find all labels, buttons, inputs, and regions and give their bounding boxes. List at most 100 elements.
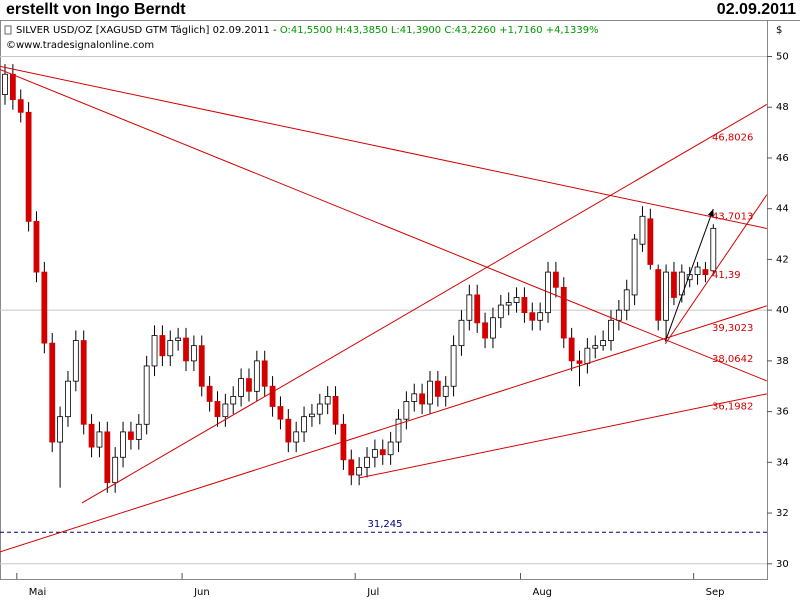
candle-body <box>175 337 182 341</box>
info-quote: O:41,5500 H:43,3850 L:41,3900 C:43,2260 … <box>280 25 599 36</box>
candle-body <box>576 360 583 364</box>
candle-body <box>167 340 174 357</box>
candle-body <box>474 294 481 324</box>
candle-body <box>490 317 496 339</box>
candle-body <box>128 431 134 440</box>
candle-body <box>33 220 40 273</box>
candle-body <box>639 215 646 245</box>
level-label: 41,39 <box>712 270 741 281</box>
candle-body <box>135 423 142 440</box>
candle-body <box>450 345 457 387</box>
header-bar <box>0 0 800 20</box>
candle-body <box>301 416 307 433</box>
candle-body <box>246 378 252 392</box>
candle-body <box>655 269 662 321</box>
candle-body <box>120 431 126 458</box>
chart-title: erstellt von Ingo Berndt <box>6 1 186 18</box>
candle-body <box>356 466 363 476</box>
candle-body <box>615 309 622 321</box>
copyright-icon: © <box>6 40 16 51</box>
level-label: 38,0642 <box>712 354 753 365</box>
trend-line <box>81 104 768 504</box>
trend-line <box>0 68 768 382</box>
info-symbol: SILVER USD/OZ [XAGUSD GTM Täglich] 02.09… <box>16 25 277 36</box>
y-tick-label: 42 <box>776 254 789 265</box>
candle-body <box>65 380 71 418</box>
candle-body <box>482 322 488 339</box>
candle-body <box>253 360 260 392</box>
candle-body <box>395 418 402 443</box>
candle-body <box>466 294 473 321</box>
y-tick-label: 38 <box>776 356 789 367</box>
y-tick-label: 34 <box>776 457 789 468</box>
candle-body <box>104 431 111 484</box>
candle-body <box>17 99 24 113</box>
trend-line <box>359 393 767 479</box>
candle-body <box>41 271 48 344</box>
candle-body <box>316 403 323 415</box>
candle-body <box>387 441 394 456</box>
candle-body <box>694 266 701 276</box>
y-tick-label: 46 <box>776 153 789 164</box>
trend-line <box>664 194 768 345</box>
candle-body <box>403 401 410 420</box>
candle-body <box>183 337 189 362</box>
candle-body <box>269 385 276 407</box>
level-label: 39,3023 <box>712 323 753 334</box>
candle-body <box>261 360 268 387</box>
candle-body <box>190 345 197 362</box>
candle-body <box>442 385 449 397</box>
level-label: 43,7013 <box>712 211 753 222</box>
plot-frame <box>0 20 768 580</box>
candle-body <box>521 297 528 314</box>
candle-body <box>411 393 418 402</box>
candle-body <box>198 345 205 387</box>
arrow-head <box>707 208 714 217</box>
candle-body <box>379 449 386 456</box>
candle-body <box>710 227 717 272</box>
candle-body <box>631 238 638 296</box>
x-tick-label: Aug <box>532 587 552 598</box>
y-tick-label: 50 <box>776 52 789 63</box>
candle-body <box>434 380 441 397</box>
candle-body <box>592 345 599 349</box>
trend-line <box>0 305 767 553</box>
candle-body <box>206 385 213 402</box>
chart-date: 02.09.2011 <box>717 1 796 18</box>
y-unit: $ <box>776 25 782 36</box>
candle-body <box>25 111 32 222</box>
candle-body <box>513 297 520 303</box>
candle-body <box>214 401 221 418</box>
candle-body <box>600 340 607 347</box>
candle-body <box>702 269 709 276</box>
candle-body <box>96 431 103 448</box>
y-tick-label: 48 <box>776 102 789 113</box>
y-tick-label: 40 <box>776 305 789 316</box>
candle-body <box>332 395 339 425</box>
candle-body <box>293 431 300 443</box>
candle-body <box>560 286 567 339</box>
candle-body <box>529 312 536 321</box>
x-tick-label: Sep <box>706 587 725 598</box>
y-tick-label: 36 <box>776 407 789 418</box>
candle-body <box>72 340 79 382</box>
candle-body <box>623 289 630 311</box>
candle-body <box>348 459 355 476</box>
y-tick-label: 30 <box>776 559 789 570</box>
y-tick-label: 44 <box>776 204 789 215</box>
candle-body <box>277 406 284 420</box>
candle-body <box>112 456 119 484</box>
candle-body <box>537 312 544 321</box>
candle-body <box>458 319 465 347</box>
candle-body <box>553 271 559 288</box>
candle-body <box>57 416 63 443</box>
arrow-line <box>664 208 714 342</box>
candle-body <box>608 319 614 341</box>
candle-body <box>371 449 378 458</box>
info-source: www.tradesignalonline.com <box>16 40 154 51</box>
candle-body <box>230 395 237 405</box>
candle-body <box>671 271 677 298</box>
candle-body <box>364 456 370 468</box>
candle-body <box>285 418 292 443</box>
